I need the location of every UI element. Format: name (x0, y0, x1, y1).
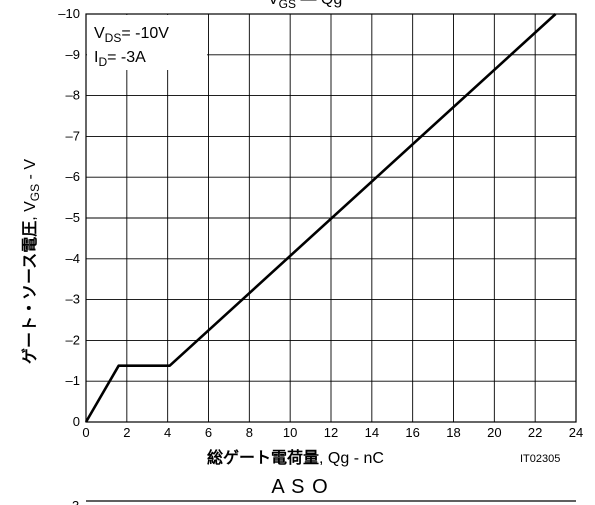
condition-id: ID= -3A (94, 49, 146, 69)
y-tick-label-9: –9 (66, 47, 80, 62)
x-tick-label-7: 14 (365, 425, 379, 440)
condition-box (87, 15, 207, 70)
x-tick-labels: 0 2 4 6 8 10 12 14 16 18 20 22 24 (82, 425, 583, 440)
next-chart-title: A S O (271, 476, 328, 498)
y-tick-label-10: –10 (58, 6, 80, 21)
next-chart-top-tick: 3 (72, 498, 79, 505)
x-tick-label-3: 6 (205, 425, 212, 440)
x-tick-label-2: 4 (164, 425, 171, 440)
title-left-sub: GS (279, 0, 296, 11)
x-tick-label-8: 16 (405, 425, 419, 440)
x-tick-label-11: 22 (528, 425, 542, 440)
y-axis-label-group: ゲート・ソース電圧, VGS - V (20, 159, 42, 364)
y-tick-label-3: –3 (66, 292, 80, 307)
title-sep: — (296, 0, 321, 8)
x-tick-label-10: 20 (487, 425, 501, 440)
y-tick-label-7: –7 (66, 128, 80, 143)
y-tick-label-6: –6 (66, 169, 80, 184)
x-tick-label-6: 12 (324, 425, 338, 440)
y-tick-label-4: –4 (66, 251, 80, 266)
y-tick-label-5: –5 (66, 210, 80, 225)
title-left: V (268, 0, 279, 8)
x-axis-label: 総ゲート電荷量, Qg - nC (207, 448, 384, 467)
title-right: Qg (321, 0, 342, 8)
x-tick-label-4: 8 (246, 425, 253, 440)
series-line-vgs-qg (84, 13, 557, 423)
x-tick-label-9: 18 (446, 425, 460, 440)
plot-frame (85, 13, 577, 423)
y-tick-label-2: –2 (66, 332, 80, 347)
condition-vds: VDS= -10V (94, 25, 169, 45)
x-tick-label-1: 2 (123, 425, 130, 440)
figure-code: IT02305 (520, 453, 560, 465)
y-tick-label-8: –8 (66, 88, 80, 103)
chart-title-fragment: VGS — Qg (268, 0, 342, 11)
y-tick-label-1: –1 (66, 373, 80, 388)
x-tick-label-0: 0 (82, 425, 89, 440)
x-tick-label-5: 10 (283, 425, 297, 440)
y-axis-label: ゲート・ソース電圧, VGS - V (20, 159, 42, 364)
y-tick-labels: 0 –1 –2 –3 –4 –5 –6 –7 –8 –9 –10 (58, 6, 80, 429)
y-tick-label-0: 0 (73, 414, 80, 429)
x-tick-label-12: 24 (569, 425, 583, 440)
